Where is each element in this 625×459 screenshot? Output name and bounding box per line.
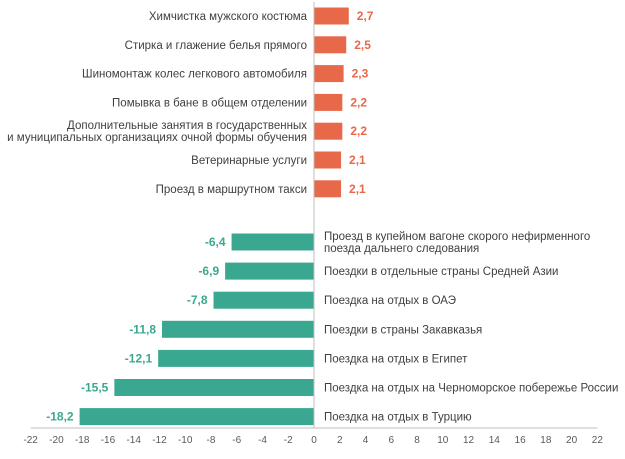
x-tick-label: -18: [75, 435, 90, 446]
x-tick-label: 12: [463, 435, 475, 446]
x-tick-label: -16: [101, 435, 116, 446]
value-label: -7,8: [187, 293, 208, 307]
x-tick-label: -12: [152, 435, 167, 446]
category-label: Проезд в маршрутном такси: [156, 184, 307, 196]
x-tick-label: 18: [540, 435, 552, 446]
x-tick-label: -10: [178, 435, 193, 446]
value-label: 2,7: [357, 9, 374, 23]
category-label: Поездки в отдельные страны Средней Азии: [324, 266, 558, 278]
category-label: Стирка и глажение белья прямого: [125, 40, 307, 52]
x-tick-label: -2: [284, 435, 293, 446]
bar-positive: [314, 180, 342, 198]
bars-group: [79, 7, 349, 426]
x-tick-label: 6: [388, 435, 394, 446]
bar-positive: [314, 122, 343, 140]
category-label: Поездка на отдых на Черноморское побереж…: [324, 383, 618, 395]
category-label: Помывка в бане в общем отделении: [112, 97, 307, 109]
category-label: Поездка на отдых в Турцию: [324, 412, 472, 424]
x-tick-label: 22: [592, 435, 604, 446]
value-label: -6,9: [198, 264, 219, 278]
x-tick-label: 8: [414, 435, 420, 446]
bar-negative: [231, 233, 314, 251]
value-label: -6,4: [205, 235, 226, 249]
x-tick-label: 0: [311, 435, 317, 446]
x-tick-label: 14: [489, 435, 501, 446]
value-label: -11,8: [129, 322, 156, 336]
bar-negative: [79, 408, 314, 426]
bar-positive: [314, 65, 344, 83]
category-label: Поездка на отдых в Египет: [324, 353, 468, 365]
value-label: -15,5: [81, 381, 109, 395]
bar-positive: [314, 93, 343, 111]
value-label: 2,5: [354, 38, 371, 52]
bar-positive: [314, 151, 342, 169]
value-label: 2,1: [349, 153, 366, 167]
x-tick-label: 10: [437, 435, 449, 446]
category-label: Химчистка мужского костюма: [149, 11, 308, 23]
category-label: Ветеринарные услуги: [191, 155, 307, 167]
bar-negative: [213, 291, 314, 309]
bar-negative: [158, 349, 314, 367]
x-tick-label: -14: [126, 435, 141, 446]
x-axis: -22 -20 -18 -16 -14 -12 -10 -8 -6 -4 -2 0 2 4 6 8 10 12 14…: [23, 2, 603, 446]
x-tick-label: -20: [49, 435, 64, 446]
bar-positive: [314, 7, 349, 25]
x-tick-label: 20: [566, 435, 578, 446]
x-tick-label: -6: [232, 435, 241, 446]
category-label: Шиномонтаж колес легкового автомобиля: [82, 69, 307, 81]
value-label: 2,2: [350, 124, 367, 138]
value-label: -12,1: [125, 351, 153, 365]
x-tick-label: 16: [515, 435, 527, 446]
category-label: Дополнительные занятия в государственных…: [7, 120, 307, 144]
value-label: 2,3: [352, 67, 369, 81]
category-label: Проезд в купейном вагоне скорого нефирме…: [324, 231, 590, 255]
category-label: Поездка на отдых в ОАЭ: [324, 295, 456, 307]
x-tick-label: -22: [23, 435, 38, 446]
x-tick-label: -8: [207, 435, 216, 446]
x-tick-label: -4: [258, 435, 267, 446]
bar-negative: [162, 320, 314, 338]
value-label: -18,2: [46, 410, 74, 424]
bar-positive: [314, 36, 347, 54]
labels-group: 2,7 Химчистка мужского костюма 2,5 Стирка и…: [7, 9, 618, 424]
x-tick-label: 2: [337, 435, 343, 446]
bar-negative: [225, 262, 314, 280]
category-label: Поездки в страны Закавказья: [324, 324, 482, 336]
value-label: 2,1: [349, 182, 366, 196]
value-label: 2,2: [350, 95, 367, 109]
bar-negative: [114, 379, 314, 396]
x-tick-label: 4: [363, 435, 369, 446]
